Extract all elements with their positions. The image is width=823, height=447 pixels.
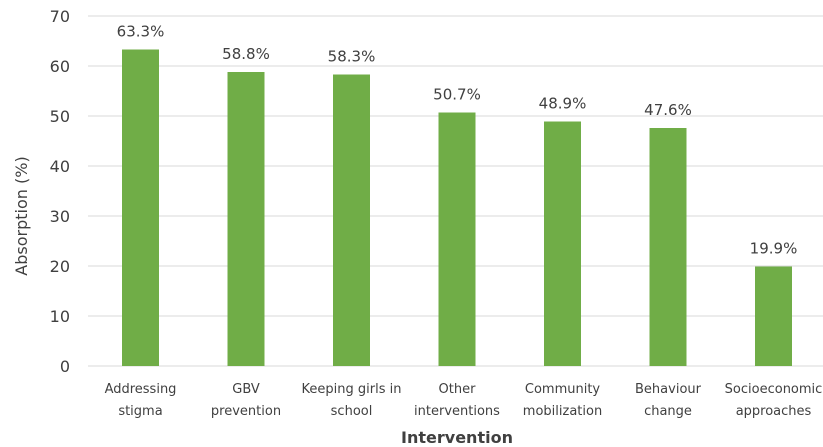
y-tick-label: 10 (50, 307, 70, 326)
data-label: 58.3% (328, 48, 376, 66)
bar (755, 266, 792, 366)
bar (333, 74, 370, 366)
y-tick-label: 60 (50, 57, 70, 76)
y-tick-label: 20 (50, 257, 70, 276)
data-label: 19.9% (750, 240, 798, 258)
data-label: 50.7% (433, 86, 481, 104)
bar (544, 121, 581, 366)
x-tick-label: GBV prevention (211, 382, 281, 419)
y-axis-title: Absorption (%) (12, 156, 31, 275)
y-tick-label: 50 (50, 107, 70, 126)
x-axis-title: Intervention (401, 428, 513, 447)
data-labels: 63.3% 58.8% 58.3% 50.7% 48.9% 47.6% 19.9% (117, 23, 798, 258)
data-label: 58.8% (222, 45, 270, 63)
y-tick-label: 40 (50, 157, 70, 176)
x-tick-label: Keeping girls in school (302, 382, 402, 419)
bar (438, 112, 476, 366)
x-tick-label: Other interventions (414, 382, 500, 419)
x-tick-label: Socioeconomic approaches (725, 382, 823, 419)
y-tick-label: 30 (50, 207, 70, 226)
y-tick-label: 70 (50, 7, 70, 26)
bar (122, 49, 159, 366)
x-tick-label: Addressing stigma (105, 382, 177, 419)
bar (227, 72, 265, 366)
x-axis-categories: Addressing stigma GBV prevention Keeping gir… (105, 382, 823, 419)
y-axis-ticks: 0 10 20 30 40 50 60 70 (50, 7, 70, 376)
bar (649, 128, 687, 366)
bars (122, 49, 792, 366)
data-label: 48.9% (539, 95, 587, 113)
x-tick-label: Behaviour change (635, 382, 702, 419)
y-tick-label: 0 (60, 357, 70, 376)
x-tick-label: Community mobilization (523, 382, 602, 419)
data-label: 47.6% (644, 101, 692, 119)
data-label: 63.3% (117, 23, 165, 41)
